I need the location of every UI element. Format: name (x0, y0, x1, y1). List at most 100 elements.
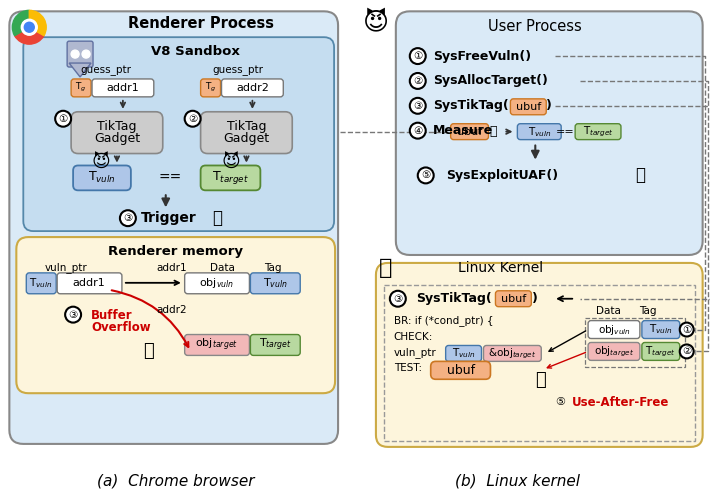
Text: 🐞: 🐞 (213, 209, 223, 227)
Text: 🐞: 🐞 (144, 342, 154, 360)
FancyBboxPatch shape (588, 342, 640, 360)
Text: Tag: Tag (264, 263, 281, 273)
Text: ubuf: ubuf (447, 364, 475, 377)
FancyBboxPatch shape (588, 320, 640, 338)
FancyBboxPatch shape (376, 263, 702, 447)
Circle shape (82, 50, 90, 58)
Text: T$_{vuln}$: T$_{vuln}$ (263, 276, 288, 289)
Text: T$_g$: T$_g$ (75, 82, 87, 94)
FancyBboxPatch shape (67, 41, 93, 67)
Text: ①: ① (413, 51, 422, 61)
Text: Data: Data (210, 263, 235, 273)
Text: guess_ptr: guess_ptr (212, 66, 263, 76)
FancyBboxPatch shape (222, 79, 283, 97)
Text: ⏱: ⏱ (490, 125, 497, 138)
Text: Use-After-Free: Use-After-Free (572, 396, 670, 408)
Text: 😈: 😈 (92, 154, 110, 172)
Text: 🐧: 🐧 (379, 258, 392, 278)
Text: T$_{vuln}$: T$_{vuln}$ (649, 322, 673, 336)
Text: 😈: 😈 (363, 12, 389, 36)
Wedge shape (29, 10, 46, 35)
Text: addr1: addr1 (73, 278, 105, 288)
Text: (b)  Linux kernel: (b) Linux kernel (455, 473, 580, 488)
FancyBboxPatch shape (9, 12, 338, 444)
Text: ③: ③ (413, 101, 422, 111)
Text: &obj$_{target}$: &obj$_{target}$ (488, 346, 537, 360)
Text: ②: ② (188, 114, 197, 124)
FancyBboxPatch shape (73, 166, 131, 190)
Text: T$_g$: T$_g$ (205, 82, 216, 94)
Text: SysExploitUAF(): SysExploitUAF() (446, 169, 557, 182)
Circle shape (390, 291, 406, 306)
Text: addr1: addr1 (156, 263, 187, 273)
Text: Trigger: Trigger (141, 211, 197, 225)
FancyBboxPatch shape (26, 273, 56, 294)
FancyBboxPatch shape (201, 79, 220, 97)
Text: Renderer Process: Renderer Process (127, 16, 274, 31)
FancyBboxPatch shape (496, 291, 531, 306)
Text: 🐞: 🐞 (535, 372, 545, 390)
FancyBboxPatch shape (451, 124, 488, 140)
Text: (a)  Chrome browser: (a) Chrome browser (97, 473, 255, 488)
Text: ): ) (546, 100, 552, 112)
Text: T$_{vuln}$: T$_{vuln}$ (451, 346, 476, 360)
Text: ubuf: ubuf (515, 102, 541, 112)
Circle shape (410, 73, 426, 89)
Polygon shape (69, 63, 91, 77)
Text: V8 Sandbox: V8 Sandbox (151, 44, 240, 58)
Text: obj$_{target}$: obj$_{target}$ (195, 336, 238, 352)
Text: ②: ② (413, 76, 422, 86)
FancyBboxPatch shape (92, 79, 154, 97)
Text: Data: Data (596, 306, 621, 316)
Text: CHECK:: CHECK: (394, 332, 433, 342)
FancyBboxPatch shape (483, 346, 541, 362)
Circle shape (680, 322, 694, 336)
FancyBboxPatch shape (71, 112, 163, 154)
Text: Overflow: Overflow (91, 321, 151, 334)
Text: addr2: addr2 (156, 304, 187, 314)
Text: SysFreeVuln(): SysFreeVuln() (433, 50, 531, 62)
Text: T$_{target}$: T$_{target}$ (646, 344, 676, 358)
Text: ②: ② (682, 346, 691, 356)
Text: Gadget: Gadget (223, 132, 269, 145)
Bar (384, 285, 695, 441)
FancyBboxPatch shape (201, 112, 292, 154)
Text: 🐞: 🐞 (635, 166, 645, 184)
Text: obj$_{vuln}$: obj$_{vuln}$ (199, 276, 234, 290)
Circle shape (410, 122, 426, 138)
Text: T$_{target}$: T$_{target}$ (212, 169, 249, 186)
Text: ubuf: ubuf (501, 294, 526, 304)
FancyBboxPatch shape (575, 124, 621, 140)
Text: vuln_ptr: vuln_ptr (394, 347, 437, 358)
Circle shape (55, 111, 71, 126)
Text: TEST:: TEST: (394, 364, 422, 374)
Text: vuln_ptr: vuln_ptr (45, 262, 87, 274)
Text: ==: == (556, 126, 574, 136)
FancyBboxPatch shape (396, 12, 702, 255)
Wedge shape (15, 31, 44, 44)
Text: 😈: 😈 (221, 154, 240, 172)
Circle shape (410, 48, 426, 64)
Bar (585, 318, 685, 368)
Text: SysTikTag(: SysTikTag( (433, 100, 508, 112)
FancyBboxPatch shape (642, 320, 680, 338)
FancyBboxPatch shape (16, 237, 335, 393)
FancyBboxPatch shape (250, 334, 300, 355)
Text: ⑤: ⑤ (421, 170, 430, 180)
Text: SysTikTag(: SysTikTag( (416, 292, 491, 305)
FancyBboxPatch shape (446, 346, 481, 362)
Text: ①: ① (682, 324, 691, 334)
FancyBboxPatch shape (23, 37, 334, 231)
Text: ): ) (533, 292, 538, 305)
Text: ==: == (158, 170, 181, 184)
Text: T$_{vuln}$: T$_{vuln}$ (29, 276, 53, 289)
Text: ③: ③ (123, 213, 132, 223)
Wedge shape (12, 10, 29, 35)
FancyBboxPatch shape (431, 362, 491, 380)
Text: Measure: Measure (433, 124, 493, 137)
Circle shape (418, 168, 434, 184)
Text: Gadget: Gadget (94, 132, 140, 145)
FancyBboxPatch shape (71, 79, 91, 97)
Circle shape (65, 306, 81, 322)
Circle shape (24, 22, 34, 32)
